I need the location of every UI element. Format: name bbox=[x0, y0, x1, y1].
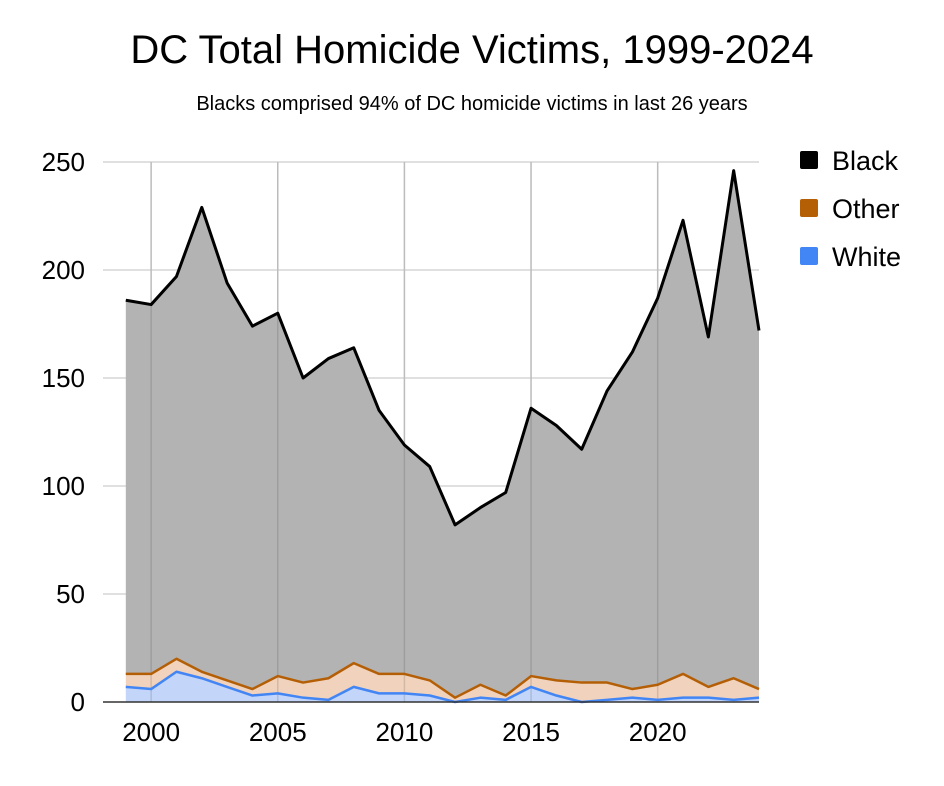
line-other bbox=[125, 657, 760, 699]
x-tick-label: 2005 bbox=[249, 717, 307, 747]
legend-swatch-black bbox=[800, 151, 818, 169]
y-tick-label: 150 bbox=[42, 363, 85, 393]
y-tick-label: 0 bbox=[71, 687, 85, 717]
y-tick-label: 250 bbox=[42, 147, 85, 177]
x-tick-label: 2020 bbox=[629, 717, 687, 747]
x-tick-label: 2000 bbox=[122, 717, 180, 747]
chart-title: DC Total Homicide Victims, 1999-2024 bbox=[130, 28, 814, 72]
area-other bbox=[125, 658, 760, 702]
line-white bbox=[125, 670, 760, 704]
y-tick-label: 200 bbox=[42, 255, 85, 285]
line-black bbox=[125, 169, 761, 527]
y-tick-label: 100 bbox=[42, 471, 85, 501]
legend-label-other: Other bbox=[832, 194, 900, 224]
legend-swatch-other bbox=[800, 199, 818, 217]
legend-label-black: Black bbox=[832, 146, 899, 176]
legend-swatch-white bbox=[800, 247, 818, 265]
y-tick-label: 50 bbox=[56, 579, 85, 609]
area-black bbox=[125, 170, 760, 698]
x-tick-label: 2015 bbox=[502, 717, 560, 747]
legend-label-white: White bbox=[832, 242, 901, 272]
x-tick-label: 2010 bbox=[375, 717, 433, 747]
chart-subtitle: Blacks comprised 94% of DC homicide vict… bbox=[196, 93, 748, 115]
